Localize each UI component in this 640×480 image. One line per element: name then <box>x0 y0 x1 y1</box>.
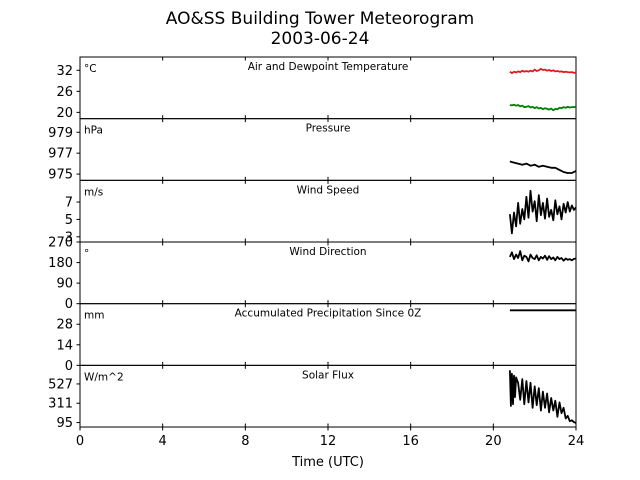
y-tick-label: 0 <box>65 359 73 374</box>
panel-unit: hPa <box>84 125 103 137</box>
series-line-1 <box>509 189 577 235</box>
y-tick-label: 3 <box>65 230 73 245</box>
y-tick-label: 527 <box>48 377 73 392</box>
chart-subtitle: 2003-06-24 <box>271 29 370 49</box>
x-tick-label: 16 <box>402 434 419 449</box>
y-tick-label: 95 <box>56 416 73 431</box>
panel-2: 975 977 979 Pressure hPa <box>48 118 577 183</box>
panel-4: 0 90 180 270 Wind Direction ° <box>48 236 577 312</box>
x-tick-label: 8 <box>241 434 249 449</box>
panel-unit: °C <box>84 63 97 75</box>
series-line-1 <box>509 68 576 74</box>
y-tick-label: 975 <box>48 168 73 183</box>
panel-unit: W/m^2 <box>84 371 124 383</box>
panel-3: 3 5 7 Wind Speed m/s <box>65 179 577 245</box>
y-tick-label: 26 <box>56 85 73 100</box>
x-axis-label: Time (UTC) <box>291 455 364 470</box>
y-tick-label: 180 <box>48 256 73 271</box>
y-tick-label: 7 <box>65 196 73 211</box>
series-line-1 <box>509 370 577 424</box>
y-tick-label: 20 <box>56 106 73 121</box>
panel-6: 95 311 527 Solar Flux W/m^2 <box>48 364 577 431</box>
panel-1: 20 26 32 Air and Dewpoint Temperature °C <box>56 56 577 121</box>
x-tick-label: 0 <box>76 434 84 449</box>
series-line-1 <box>509 160 577 174</box>
series-line-1 <box>509 250 577 263</box>
y-tick-label: 5 <box>65 213 73 228</box>
panel-title: Solar Flux <box>302 369 354 381</box>
panel-title: Wind Direction <box>289 246 366 258</box>
chart-title: AO&SS Building Tower Meteorogram <box>166 9 474 29</box>
panel-unit: mm <box>84 310 104 322</box>
y-tick-label: 977 <box>48 147 73 162</box>
y-tick-label: 979 <box>48 126 73 141</box>
x-tick-label: 4 <box>159 434 167 449</box>
x-tick-label: 12 <box>320 434 337 449</box>
panel-title: Accumulated Precipitation Since 0Z <box>235 308 422 320</box>
panel-unit: ° <box>84 248 89 260</box>
y-tick-label: 270 <box>48 236 73 251</box>
panel-title: Pressure <box>306 123 351 135</box>
y-tick-label: 0 <box>65 297 73 312</box>
y-tick-label: 32 <box>56 64 73 79</box>
x-tick-label: 24 <box>568 434 585 449</box>
y-tick-label: 311 <box>48 397 73 412</box>
x-tick-label: 20 <box>485 434 502 449</box>
y-tick-label: 14 <box>56 338 73 353</box>
panel-title: Wind Speed <box>297 184 360 196</box>
panel-unit: m/s <box>84 186 103 198</box>
y-tick-label: 90 <box>56 277 73 292</box>
y-tick-label: 28 <box>56 318 73 333</box>
x-axis: 0 4 8 12 16 20 24 <box>76 427 584 449</box>
panel-title: Air and Dewpoint Temperature <box>248 61 409 73</box>
series-line-2 <box>509 103 577 112</box>
panel-5: 0 14 28 Accumulated Precipitation Since 0Z m… <box>56 303 577 374</box>
